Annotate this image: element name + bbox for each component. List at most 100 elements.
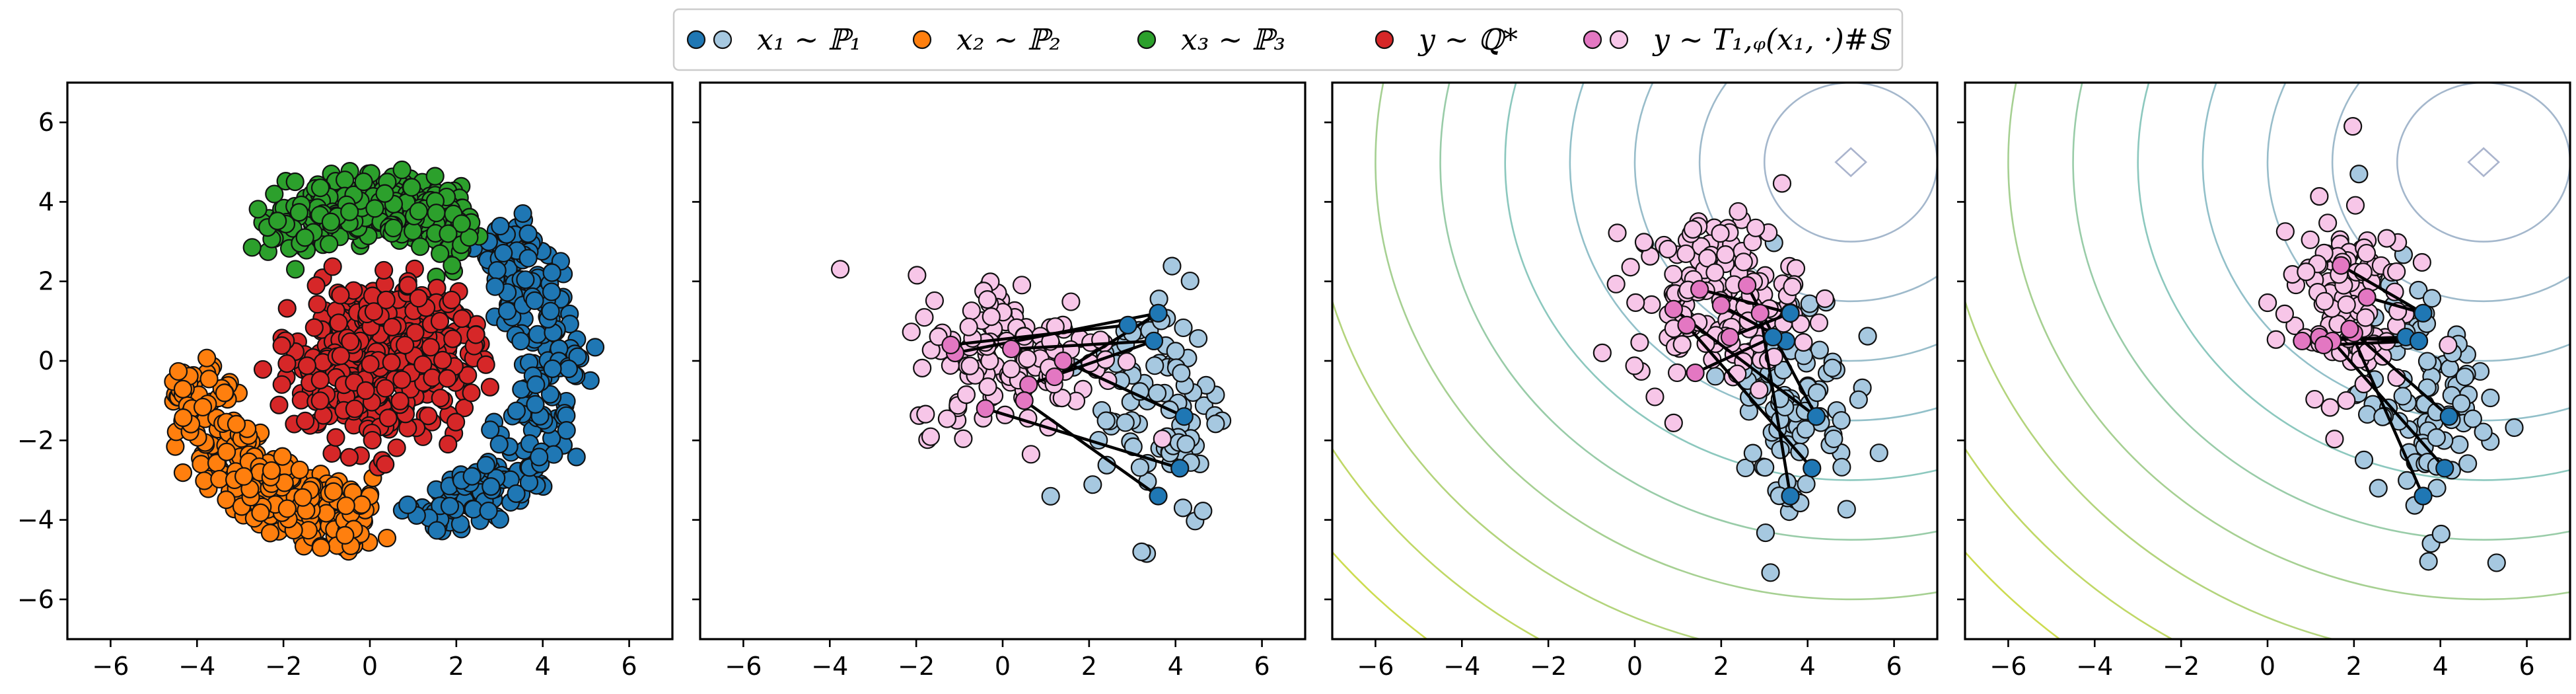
point-y xyxy=(438,369,457,388)
point-x3 xyxy=(265,184,284,204)
point-x2 xyxy=(168,362,188,381)
point-y xyxy=(378,408,398,428)
contour-line xyxy=(1764,83,1937,243)
point-x1 xyxy=(1144,331,1164,351)
point-ymap-light xyxy=(2387,262,2406,282)
legend-entry: x₃ ~ ℙ₃ xyxy=(1137,23,1285,57)
point-x3 xyxy=(392,160,411,180)
x-tick-label: 0 xyxy=(1627,652,1643,681)
point-x2 xyxy=(260,523,280,543)
point-ymap-light xyxy=(1794,332,1813,352)
point-x1-light xyxy=(1206,414,1225,434)
transport-line xyxy=(2340,264,2424,315)
point-x1 xyxy=(511,332,530,351)
point-x3 xyxy=(427,204,446,223)
legend-marker xyxy=(713,30,733,50)
point-x2 xyxy=(199,369,219,389)
point-x3 xyxy=(375,184,394,203)
point-x1 xyxy=(542,282,561,301)
point-x1 xyxy=(567,447,586,467)
point-x1-light xyxy=(1188,328,1208,348)
x-tick-label: 6 xyxy=(621,652,637,681)
point-x2 xyxy=(173,463,193,482)
point-x2 xyxy=(217,442,236,461)
point-ymap-light xyxy=(1001,360,1020,379)
transport-line xyxy=(2348,328,2425,497)
point-x1 xyxy=(1174,407,1194,426)
point-x1-light xyxy=(1096,411,1116,430)
point-y xyxy=(345,399,365,418)
point-x2 xyxy=(195,471,214,490)
point-ymap-light xyxy=(1621,258,1640,277)
point-x1-light xyxy=(1807,383,1827,403)
point-x1 xyxy=(513,204,532,223)
point-ymap-light xyxy=(915,308,934,327)
point-ymap-light xyxy=(2412,252,2431,272)
point-y xyxy=(375,260,394,280)
point-ymap-light xyxy=(2301,230,2320,249)
point-x1-light xyxy=(1083,475,1102,494)
point-x3 xyxy=(431,244,450,263)
point-x3 xyxy=(409,202,428,221)
point-y xyxy=(452,309,472,328)
plot-area xyxy=(1332,83,1937,639)
point-x2 xyxy=(174,408,193,428)
point-x2 xyxy=(311,538,331,557)
point-y xyxy=(387,438,406,457)
point-ymap-light xyxy=(2285,316,2305,336)
point-ymap-light xyxy=(2356,308,2375,327)
point-x3 xyxy=(411,237,430,256)
point-y xyxy=(392,370,411,389)
legend-label: x₂ ~ ℙ₂ xyxy=(956,23,1061,57)
point-ymap xyxy=(1720,327,1740,347)
point-x1-light xyxy=(1869,443,1888,463)
point-ymap-light xyxy=(1711,223,1730,243)
point-y xyxy=(308,295,327,314)
contour-line xyxy=(1375,83,1937,600)
point-x1-light xyxy=(2357,405,2377,424)
point-x1 xyxy=(541,301,560,321)
point-ymap xyxy=(2340,319,2359,338)
point-y xyxy=(269,395,289,414)
x-tick-label: 6 xyxy=(2519,652,2534,681)
legend-box xyxy=(672,8,1904,71)
legend-marker xyxy=(1583,30,1602,50)
point-x1 xyxy=(1781,303,1800,323)
transport-line xyxy=(1685,324,1813,469)
point-y xyxy=(430,311,450,331)
point-x1 xyxy=(1170,459,1190,478)
point-x1 xyxy=(482,477,501,496)
point-x2 xyxy=(324,482,343,501)
point-ymap-light xyxy=(2357,243,2377,263)
point-y xyxy=(382,317,402,336)
point-ymap xyxy=(2293,331,2312,351)
point-ymap-light xyxy=(1664,413,1683,432)
x-tick-label: 2 xyxy=(1081,652,1097,681)
point-y xyxy=(439,434,458,454)
point-x1 xyxy=(398,495,417,514)
transport-line xyxy=(2353,332,2451,418)
point-x2 xyxy=(197,348,217,367)
point-ymap-light xyxy=(1683,219,1703,239)
point-ymap xyxy=(2357,288,2377,307)
point-x1 xyxy=(530,447,549,467)
point-x3 xyxy=(320,235,339,254)
point-x1 xyxy=(557,421,576,440)
point-x3 xyxy=(443,256,462,275)
point-x1-light xyxy=(2440,359,2459,378)
contour-line xyxy=(1698,83,1937,303)
point-x1-light xyxy=(2463,409,2482,428)
point-y xyxy=(331,286,350,305)
point-ymap-light xyxy=(2337,391,2356,410)
point-y xyxy=(466,325,485,344)
x-tick-label: −4 xyxy=(1443,652,1480,681)
point-x1-light xyxy=(1832,457,1851,477)
point-ymap-light xyxy=(1052,389,1071,408)
point-x1 xyxy=(1803,459,1822,478)
point-ymap-light xyxy=(1625,356,1644,375)
point-x2 xyxy=(336,525,355,545)
point-x1 xyxy=(540,385,560,404)
point-x2 xyxy=(336,496,355,516)
point-x1 xyxy=(491,216,510,236)
contour-line xyxy=(2467,147,2500,178)
